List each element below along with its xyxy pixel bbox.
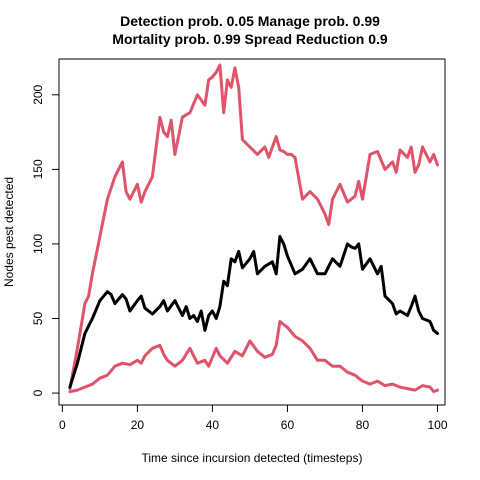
chart-title-line-1: Detection prob. 0.05 Manage prob. 0.99 bbox=[120, 13, 380, 29]
x-tick-label: 40 bbox=[206, 418, 220, 432]
series-line-lower bbox=[70, 322, 438, 392]
y-tick-label: 50 bbox=[31, 312, 45, 326]
y-tick-label: 100 bbox=[31, 234, 45, 254]
plot-frame bbox=[59, 59, 445, 405]
y-tick-label: 150 bbox=[31, 159, 45, 179]
x-tick-label: 100 bbox=[427, 418, 447, 432]
x-tick-label: 20 bbox=[131, 418, 145, 432]
y-tick-label: 200 bbox=[31, 84, 45, 104]
y-axis: 0 50 100 150 200 bbox=[31, 84, 59, 396]
x-axis-label: Time since incursion detected (timesteps… bbox=[142, 451, 363, 465]
y-axis-label: Nodes pest detected bbox=[2, 177, 16, 287]
x-axis: 0 20 40 60 80 100 bbox=[59, 405, 448, 432]
x-tick-label: 0 bbox=[59, 418, 66, 432]
x-tick-label: 80 bbox=[356, 418, 370, 432]
series-layer bbox=[70, 65, 438, 392]
chart-title-line-2: Mortality prob. 0.99 Spread Reduction 0.… bbox=[112, 31, 388, 47]
x-tick-label: 60 bbox=[281, 418, 295, 432]
series-line-upper bbox=[70, 65, 438, 389]
y-tick-label: 0 bbox=[31, 389, 45, 396]
